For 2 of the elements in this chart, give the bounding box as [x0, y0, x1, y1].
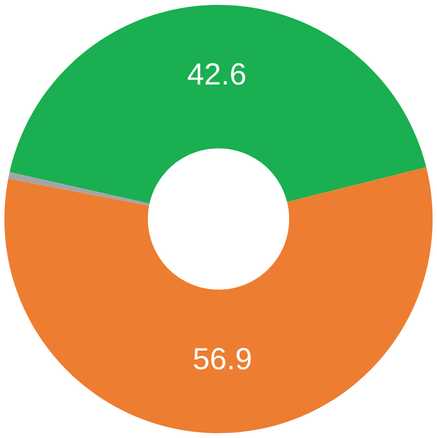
- data-label: 42.6: [188, 63, 246, 85]
- data-label: 56.9: [194, 348, 251, 370]
